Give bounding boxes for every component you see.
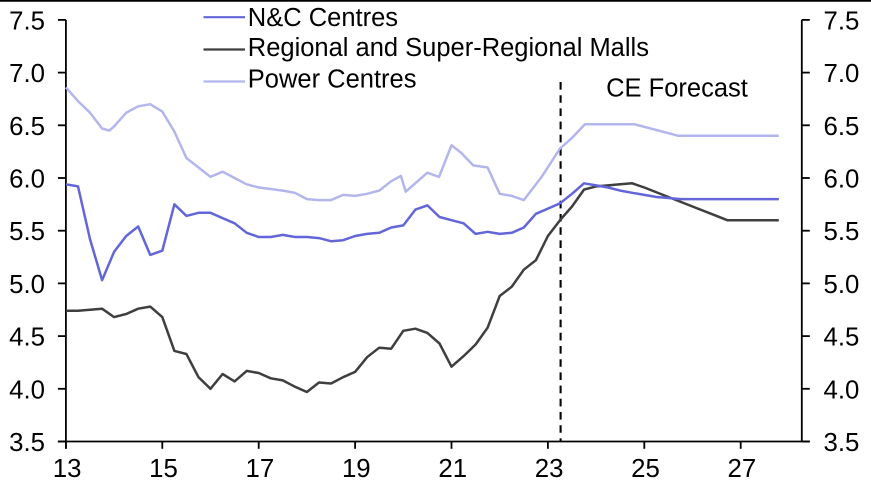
svg-text:5.0: 5.0 (824, 271, 860, 299)
svg-text:4.5: 4.5 (9, 324, 45, 352)
svg-text:Power Centres: Power Centres (248, 65, 417, 93)
svg-text:CE Forecast: CE Forecast (606, 75, 748, 103)
svg-text:6.0: 6.0 (9, 166, 45, 194)
svg-text:5.0: 5.0 (9, 271, 45, 299)
svg-text:27: 27 (728, 455, 757, 483)
svg-text:6.5: 6.5 (9, 113, 45, 141)
svg-text:7.5: 7.5 (9, 7, 45, 35)
svg-text:7.0: 7.0 (824, 60, 860, 88)
svg-text:17: 17 (246, 455, 275, 483)
svg-text:5.5: 5.5 (824, 218, 860, 246)
svg-text:4.0: 4.0 (824, 376, 860, 404)
svg-text:3.5: 3.5 (824, 429, 860, 457)
svg-text:15: 15 (149, 455, 178, 483)
svg-text:23: 23 (535, 455, 564, 483)
svg-text:19: 19 (342, 455, 371, 483)
svg-text:4.5: 4.5 (824, 324, 860, 352)
svg-text:6.0: 6.0 (824, 166, 860, 194)
svg-text:3.5: 3.5 (9, 429, 45, 457)
svg-text:7.5: 7.5 (824, 7, 860, 35)
svg-text:21: 21 (438, 455, 467, 483)
svg-text:6.5: 6.5 (824, 113, 860, 141)
svg-text:4.0: 4.0 (9, 376, 45, 404)
svg-text:5.5: 5.5 (9, 218, 45, 246)
svg-text:Regional and Super-Regional Ma: Regional and Super-Regional Malls (248, 34, 649, 62)
svg-text:13: 13 (53, 455, 82, 483)
svg-text:7.0: 7.0 (9, 60, 45, 88)
svg-text:N&C Centres: N&C Centres (248, 4, 398, 32)
svg-text:25: 25 (631, 455, 660, 483)
